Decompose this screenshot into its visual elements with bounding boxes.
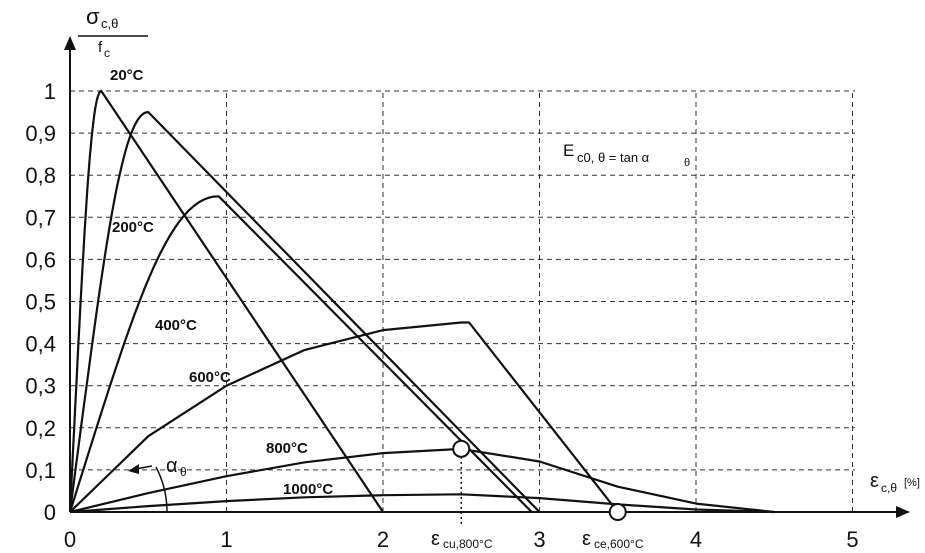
- series-label-600c: 600°C: [189, 369, 231, 386]
- y-tick-label: 0,8: [25, 163, 56, 188]
- y-tick-label: 0: [44, 500, 56, 525]
- annotation-sub2: θ: [684, 157, 690, 169]
- y-tick-label: 0,5: [25, 290, 56, 315]
- x-tick-label: 0: [64, 527, 76, 552]
- angle-symbol: α: [166, 455, 178, 477]
- series-label-800c: 800°C: [266, 440, 308, 457]
- series-line-1000c: [69, 493, 775, 514]
- marker-label-ce600-main: ε: [582, 528, 591, 550]
- marker-point-0: [452, 439, 471, 458]
- y-label-symbol: σ: [86, 4, 100, 29]
- marker-label-ce600-sub: ce,600°C: [594, 537, 644, 551]
- x-label-unit: [%]: [904, 477, 920, 489]
- y-tick-label: 0,2: [25, 416, 56, 441]
- y-tick-label: 0,6: [25, 247, 56, 272]
- series-label-400c: 400°C: [155, 317, 197, 334]
- y-label-denominator-sub: c: [104, 46, 110, 60]
- series-label-1000c: 1000°C: [283, 481, 333, 498]
- y-tick-label: 0,7: [25, 205, 56, 230]
- y-tick-label: 0,1: [25, 458, 56, 483]
- y-tick-label: 0,4: [25, 332, 56, 357]
- series-line-200c: [68, 111, 541, 513]
- marker-label-cu800-main: ε: [431, 528, 440, 550]
- y-tick-label: 1: [44, 79, 56, 104]
- x-label-subscript: c,θ: [881, 481, 897, 495]
- series-line-800c: [69, 447, 775, 514]
- curves: 20°C 200°C 400°C 600°C 800°C 1000°C: [68, 67, 775, 514]
- markers: [452, 439, 627, 526]
- marker-point-1: [608, 503, 627, 521]
- alpha-angle: α θ: [128, 455, 187, 513]
- series-label-200c: 200°C: [112, 219, 154, 236]
- axes: [64, 36, 910, 518]
- y-tick-label: 0,9: [25, 121, 56, 146]
- x-tick-label: 3: [533, 527, 545, 552]
- y-tick-label: 0,3: [25, 374, 56, 399]
- modulus-annotation: E c0, θ = tan α θ: [563, 141, 690, 169]
- x-tick-label: 1: [220, 527, 232, 552]
- series-label-20c: 20°C: [110, 67, 144, 84]
- marker-label-cu800: ε cu,800°C: [431, 528, 493, 551]
- angle-subscript: θ: [180, 465, 187, 479]
- annotation-main: E: [563, 141, 574, 160]
- y-label-denominator: f: [98, 39, 103, 56]
- marker-label-cu800-sub: cu,800°C: [443, 537, 493, 551]
- x-label-symbol: ε: [870, 470, 879, 492]
- tick-labels: 0 1 2 3 4 5 0 0,1 0,2 0,3 0,4 0,5 0,6 0,7 0,8 0,9 1: [25, 79, 858, 552]
- x-axis-label: ε c,θ [%]: [870, 470, 920, 495]
- x-tick-label: 4: [690, 527, 702, 552]
- y-axis-label: σ c,θ f c: [78, 4, 148, 60]
- angle-arc: [155, 466, 168, 513]
- marker-label-ce600: ε ce,600°C: [582, 528, 644, 551]
- annotation-sub: c0, θ = tan α: [577, 150, 650, 165]
- grid: [70, 90, 855, 512]
- series-line-20c: [68, 89, 384, 513]
- y-label-subscript: c,θ: [101, 16, 118, 31]
- x-tick-label: 5: [846, 527, 858, 552]
- series-line-600c: [69, 321, 619, 513]
- series-line-400c: [68, 195, 533, 513]
- x-tick-label: 2: [377, 527, 389, 552]
